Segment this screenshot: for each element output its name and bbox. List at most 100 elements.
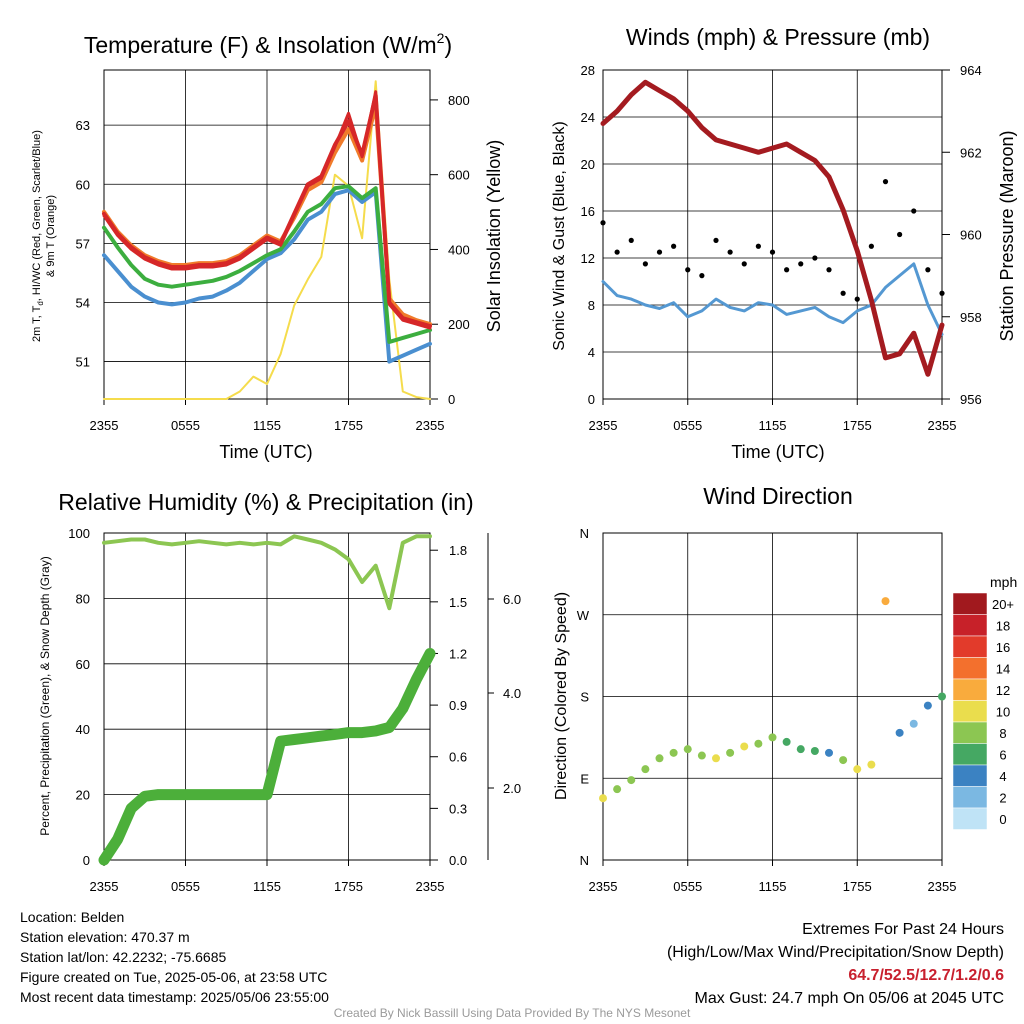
direction-point xyxy=(712,754,720,763)
y2-tick-label: 1.5 xyxy=(449,595,467,610)
wind-panel-title: Winds (mph) & Pressure (mb) xyxy=(626,24,930,50)
legend-swatch xyxy=(952,743,988,766)
y-tick-label: 12 xyxy=(581,251,595,266)
panel-wind-frame xyxy=(602,69,943,400)
max-gust: Max Gust: 24.7 mph On 05/06 at 2045 UTC xyxy=(694,990,1005,1007)
gust-point xyxy=(713,237,719,243)
gust-point xyxy=(897,231,903,238)
gust-point xyxy=(911,208,917,214)
series-t2m-line xyxy=(102,93,432,329)
direction-point xyxy=(641,765,650,774)
gust-point xyxy=(685,267,691,273)
credit-line: Created By Nick Bassill Using Data Provi… xyxy=(333,1006,691,1020)
wind-ylabel-right: Station Pressure (Maroon) xyxy=(997,130,1017,341)
dir-ylabel: Direction (Colored By Speed) xyxy=(553,592,570,800)
legend-label: 14 xyxy=(996,662,1010,677)
extremes-title: Extremes For Past 24 Hours xyxy=(802,921,1004,938)
legend-swatch xyxy=(952,635,988,658)
direction-point xyxy=(825,748,833,757)
y2-tick-label: 0.9 xyxy=(449,698,467,713)
legend-label: 6 xyxy=(999,748,1006,763)
legend-swatch xyxy=(952,807,988,830)
y-tick-label: 16 xyxy=(581,204,595,219)
rh-panel-title: Relative Humidity (%) & Precipitation (i… xyxy=(58,489,473,515)
direction-point xyxy=(613,785,622,794)
legend-swatch xyxy=(952,700,988,723)
y-tick-label: 20 xyxy=(76,788,90,803)
dir-panel-title: Wind Direction xyxy=(703,483,853,509)
legend-label: 8 xyxy=(999,726,1006,741)
station-latlon: Station lat/lon: 42.2232; -75.6685 xyxy=(20,949,227,965)
legend-label: 20+ xyxy=(992,597,1014,612)
station-elevation: Station elevation: 470.37 m xyxy=(20,929,190,945)
x-tick-label: 2355 xyxy=(589,418,618,433)
y2-tick-label: 800 xyxy=(448,93,470,108)
extremes-values: 64.7/52.5/12.7/1.2/0.6 xyxy=(848,967,1004,984)
x-tick-label: 1155 xyxy=(759,418,787,433)
x-tick-label: 1155 xyxy=(253,418,281,433)
x-tick-label: 2355 xyxy=(90,879,119,894)
y-tick-label: 24 xyxy=(581,110,595,125)
gust-point xyxy=(854,296,860,302)
figure-created: Figure created on Tue, 2025-05-06, at 23… xyxy=(20,969,328,985)
y-tick-label: 63 xyxy=(76,118,90,133)
legend-swatch xyxy=(952,657,988,680)
direction-point xyxy=(909,719,918,728)
gust-point xyxy=(798,261,804,267)
x-tick-label: 0555 xyxy=(673,879,702,894)
direction-point xyxy=(655,754,664,763)
series-solar-line xyxy=(103,80,431,400)
y2-tick-label: 600 xyxy=(448,168,470,183)
direction-point xyxy=(627,776,636,785)
y2-tick-label: 0.6 xyxy=(449,750,467,765)
y-tick-label: 40 xyxy=(76,722,90,737)
direction-point xyxy=(867,760,876,769)
y-tick-label: 60 xyxy=(76,657,90,672)
y-tick-label: N xyxy=(580,853,589,868)
y2-tick-label: 0 xyxy=(448,392,455,407)
direction-point xyxy=(796,745,805,754)
y-tick-label: 54 xyxy=(76,295,90,310)
gust-point xyxy=(727,249,733,255)
gust-point xyxy=(840,290,846,296)
direction-point xyxy=(697,751,706,760)
y3-tick-label: 6.0 xyxy=(503,592,521,607)
direction-point xyxy=(740,742,749,751)
gust-point xyxy=(741,261,747,267)
x-tick-label: 2355 xyxy=(589,879,618,894)
legend-swatch xyxy=(952,614,988,637)
legend-label: 0 xyxy=(999,812,1006,827)
direction-point xyxy=(839,756,848,765)
y-tick-label: W xyxy=(577,608,590,623)
recent-timestamp: Most recent data timestamp: 2025/05/06 2… xyxy=(20,989,329,1005)
direction-point xyxy=(923,701,932,710)
gust-point xyxy=(699,273,705,279)
gust-point xyxy=(812,255,818,261)
station-location: Location: Belden xyxy=(20,909,125,925)
wind-ylabel: Sonic Wind & Gust (Blue, Black) xyxy=(551,121,568,350)
temp-xlabel: Time (UTC) xyxy=(219,442,312,462)
direction-point xyxy=(853,765,862,774)
y-tick-label: 60 xyxy=(76,177,90,192)
legend-label: 10 xyxy=(996,705,1010,720)
y-tick-label: 20 xyxy=(581,157,595,172)
legend-swatch xyxy=(952,786,988,809)
extremes-box: Extremes For Past 24 Hours (High/Low/Max… xyxy=(667,918,1004,1010)
gust-point xyxy=(628,237,634,243)
y2-tick-label: 200 xyxy=(448,317,470,332)
series-precip-line xyxy=(98,648,436,866)
y2-tick-label: 960 xyxy=(960,228,982,243)
gust-point xyxy=(784,267,790,273)
y-tick-label: E xyxy=(580,771,589,786)
y3-tick-label: 4.0 xyxy=(503,686,521,701)
legend-swatch xyxy=(952,721,988,744)
direction-point xyxy=(726,748,735,757)
x-tick-label: 0555 xyxy=(171,418,200,433)
direction-point xyxy=(881,597,890,606)
gust-point xyxy=(939,290,945,296)
y-tick-label: 8 xyxy=(588,298,595,313)
x-tick-label: 1755 xyxy=(843,879,872,894)
series-wind-line xyxy=(601,262,944,336)
direction-point xyxy=(754,739,763,748)
